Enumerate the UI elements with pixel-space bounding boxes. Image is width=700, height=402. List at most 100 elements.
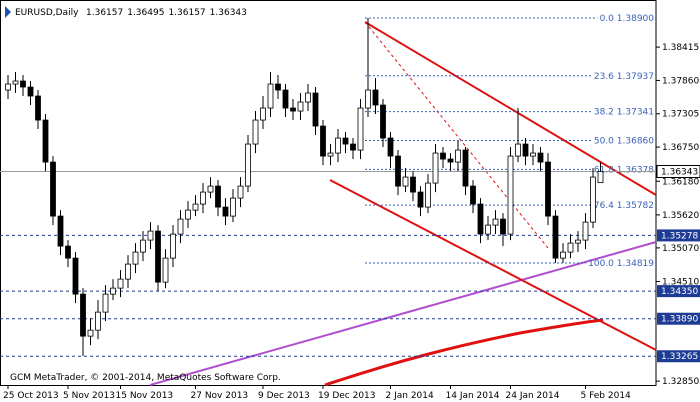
candle-body: [305, 92, 311, 103]
fib-value: 1.36378: [617, 165, 654, 175]
fib-label: 61.8 1.36378: [594, 165, 654, 175]
candle-body: [20, 80, 26, 88]
candle-body: [447, 158, 454, 163]
candle-body: [515, 143, 521, 157]
fib-ratio: 100.0: [588, 259, 614, 269]
chart-title: EURUSD,Daily: [15, 8, 79, 18]
x-tick-label: 5 Nov 2013: [63, 391, 115, 401]
candle-body: [582, 221, 589, 241]
candle-body: [372, 89, 379, 106]
level-label: 1.33890: [661, 315, 698, 325]
candle-body: [410, 176, 416, 193]
fib-label: 23.6 1.37937: [594, 72, 654, 82]
candle-body: [500, 218, 506, 235]
candle-body: [192, 203, 199, 211]
symbol-icon: [5, 6, 11, 18]
candle-body: [477, 203, 484, 235]
fib-label: 100.0 1.34819: [588, 259, 654, 269]
candle-body: [342, 137, 349, 145]
candle-body: [177, 218, 184, 235]
candle-body: [230, 197, 236, 217]
candle-body: [170, 233, 176, 259]
candle-body: [335, 137, 341, 154]
candle-body: [237, 185, 244, 199]
trend-line: [149, 241, 657, 386]
candle-body: [327, 152, 334, 157]
fib-ratio: 50.0: [594, 136, 614, 146]
fib-ratio: 76.4: [594, 201, 614, 211]
level-box: [657, 350, 700, 363]
candle-body: [485, 224, 491, 235]
candle-body: [440, 152, 446, 160]
candle-body: [297, 101, 304, 112]
candle-body: [132, 251, 139, 265]
level-label: 1.35278: [661, 231, 698, 241]
candle-body: [102, 293, 109, 313]
candle-body: [117, 278, 124, 289]
candle-body: [312, 92, 319, 127]
x-tick-label: 5 Feb 2014: [581, 391, 632, 401]
candle-body: [200, 191, 206, 205]
candle-body: [57, 215, 64, 247]
candle-body: [215, 185, 221, 208]
y-tick-label: 1.37860: [662, 76, 699, 86]
price-box: [656, 164, 700, 178]
header-value: 1.36157: [168, 8, 205, 18]
candle-body: [597, 171, 604, 184]
fib-ratio: 23.6: [594, 72, 614, 82]
header-value: 1.36157: [86, 8, 123, 18]
candle-body: [282, 89, 289, 109]
candle-body: [395, 155, 401, 187]
candle-body: [432, 152, 439, 184]
fib-value: 1.37341: [617, 108, 654, 118]
x-tick-label: 19 Dec 2013: [318, 391, 376, 401]
candle-body: [530, 152, 536, 157]
x-tick-label: 14 Jan 2014: [446, 391, 500, 401]
x-tick-label: 9 Dec 2013: [258, 391, 310, 401]
y-tick-label: 1.37305: [662, 110, 699, 120]
x-tick-label: 2 Jan 2014: [386, 391, 434, 401]
candle-body: [590, 176, 596, 223]
candle-body: [275, 83, 281, 91]
candle-body: [245, 143, 251, 187]
candle-body: [417, 191, 424, 208]
footer: GCM MetaTrader, © 2001-2014, MetaQuotes …: [10, 373, 281, 383]
candle-body: [252, 119, 259, 145]
x-tick-label: 24 Jan 2014: [506, 391, 560, 401]
fib-ratio: 61.8: [594, 165, 614, 175]
y-tick-label: 1.36180: [662, 177, 699, 187]
level-box: [657, 312, 700, 325]
y-tick-label: 1.34510: [662, 278, 699, 288]
fib-label: 76.4 1.35782: [594, 201, 654, 211]
fibo-line: [364, 21, 549, 249]
candle-body: [350, 143, 356, 151]
candle-body: [522, 143, 529, 157]
candle-body: [545, 161, 551, 217]
candle-body: [222, 206, 229, 217]
moving-average: [324, 318, 604, 387]
candle-body: [35, 95, 41, 121]
x-tick-label: 15 Nov 2013: [116, 391, 174, 401]
level-box: [657, 285, 700, 298]
candle-body: [537, 152, 544, 163]
candle-body: [402, 176, 409, 187]
fib-label: 38.2 1.37341: [594, 108, 654, 118]
candle-body: [560, 251, 566, 259]
fib-ratio: 38.2: [594, 108, 614, 118]
level-box: [657, 229, 700, 242]
y-tick-label: 1.35070: [662, 244, 699, 254]
y-tick-label: 1.36750: [662, 143, 699, 153]
candle-body: [155, 230, 161, 283]
candle-body: [72, 257, 79, 295]
candle-body: [575, 239, 581, 244]
y-tick-label: 1.38415: [662, 43, 699, 53]
candle-body: [567, 242, 574, 253]
candle-body: [12, 80, 19, 85]
channel-line: [329, 179, 657, 351]
fib-value: 1.37937: [617, 72, 654, 82]
price-label: 1.36343: [661, 167, 698, 177]
header-value: 1.36343: [210, 8, 247, 18]
y-tick-label: 1.32850: [662, 377, 699, 387]
